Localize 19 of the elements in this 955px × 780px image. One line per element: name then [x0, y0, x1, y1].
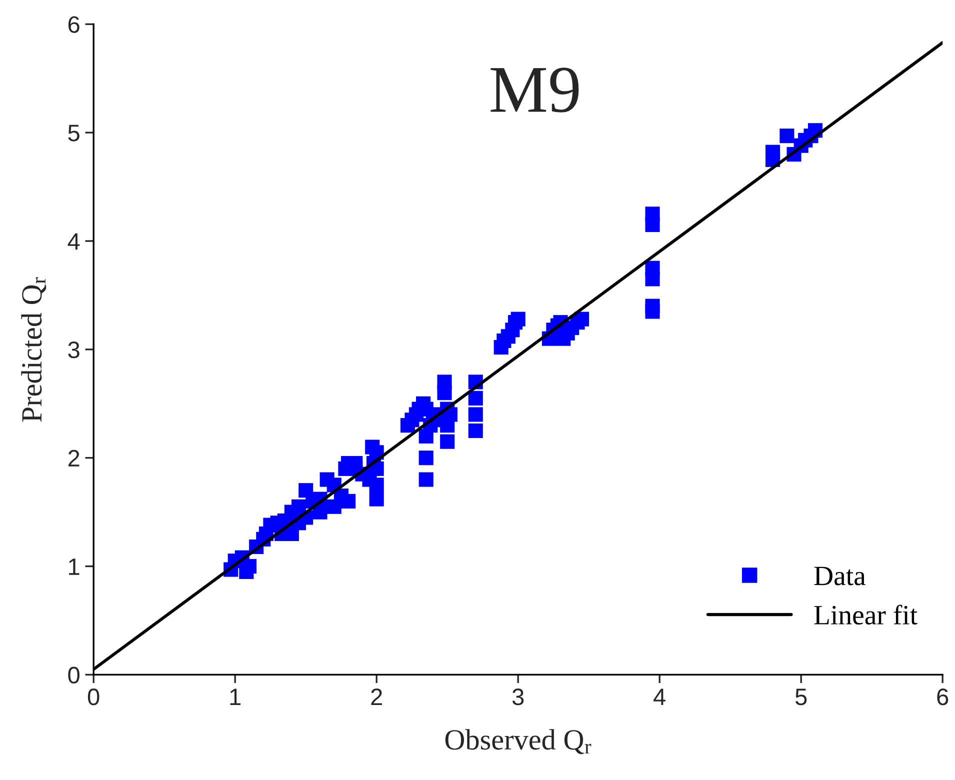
y-tick-label: 4: [68, 233, 80, 250]
x-tick-label: 0: [88, 688, 100, 706]
x-tick-label: 2: [371, 688, 382, 706]
y-tick-label: 1: [69, 558, 80, 575]
y-tick-label: 5: [68, 124, 80, 142]
x-axis-title: Observed Q$_{r}$: [445, 729, 592, 754]
legend-label: Linear fit: [814, 604, 918, 625]
x-tick-label: 1: [230, 688, 241, 706]
y-tick-label: 3: [68, 342, 80, 358]
legend-label: Data: [814, 566, 866, 586]
x-tick-label: 4: [654, 688, 666, 706]
x-tick-label: 3: [512, 688, 524, 706]
chart-title: M9: [490, 68, 579, 112]
y-axis-title: Predicted Q$_{r}$: [21, 277, 46, 422]
x-tick-label: 6: [937, 688, 948, 706]
y-tick-label: 2: [68, 450, 80, 466]
x-tick-label: 5: [795, 688, 807, 706]
y-tick-label: 6: [68, 16, 80, 33]
y-tick-label: 0: [68, 666, 80, 684]
